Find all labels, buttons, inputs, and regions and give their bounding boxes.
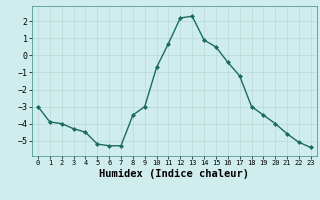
- X-axis label: Humidex (Indice chaleur): Humidex (Indice chaleur): [100, 169, 249, 179]
